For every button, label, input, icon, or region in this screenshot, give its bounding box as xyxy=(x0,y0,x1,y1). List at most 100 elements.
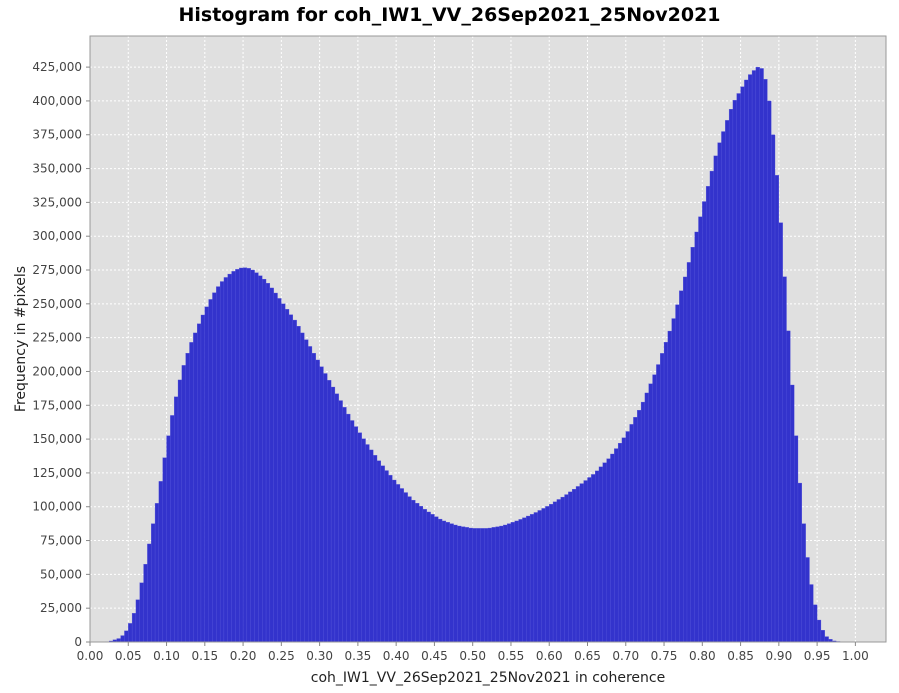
histogram-bar xyxy=(552,501,558,643)
histogram-bar xyxy=(392,479,397,643)
histogram-bar xyxy=(694,231,699,643)
histogram-bar xyxy=(196,323,202,643)
histogram-bar xyxy=(151,523,156,643)
histogram-bar xyxy=(541,508,546,643)
x-tick-label: 0.25 xyxy=(268,649,295,663)
histogram-bar xyxy=(633,417,638,643)
histogram-bar xyxy=(564,494,569,643)
histogram-bar xyxy=(369,449,374,643)
x-tick-label: 0.70 xyxy=(612,649,639,663)
histogram-bar xyxy=(292,319,297,643)
histogram-bar xyxy=(732,100,737,643)
x-tick-label: 0.80 xyxy=(689,649,716,663)
histogram-bar xyxy=(116,638,121,643)
histogram-bar xyxy=(162,457,167,643)
histogram-bar xyxy=(285,309,290,643)
histogram-bar xyxy=(522,517,527,643)
histogram-bar xyxy=(315,359,320,643)
y-tick-label: 225,000 xyxy=(32,331,82,345)
histogram-bar xyxy=(506,523,512,643)
histogram-bar xyxy=(491,527,496,643)
x-tick-label: 0.35 xyxy=(345,649,372,663)
histogram-bar xyxy=(805,557,810,643)
y-tick-label: 200,000 xyxy=(32,364,82,378)
histogram-bar xyxy=(177,379,183,643)
x-tick-label: 0.05 xyxy=(115,649,142,663)
histogram-bar xyxy=(510,522,515,643)
histogram-bar xyxy=(472,528,477,643)
x-tick-label: 0.00 xyxy=(77,649,104,663)
histogram-bar xyxy=(120,635,125,643)
histogram-bar xyxy=(587,477,592,643)
axes: 0 25,000 50,000 75,000 100,000 125,000 150,000… xyxy=(32,60,868,663)
histogram-bar xyxy=(200,314,205,643)
histogram-bar xyxy=(468,527,473,643)
histogram-bar xyxy=(426,511,431,643)
histogram-bar xyxy=(461,526,466,643)
histogram-bar xyxy=(388,475,393,643)
histogram-bar xyxy=(342,407,347,643)
y-tick-label: 0 xyxy=(74,635,82,649)
y-tick-label: 325,000 xyxy=(32,195,82,209)
plot-border xyxy=(89,35,887,643)
histogram-bar xyxy=(323,373,328,643)
histogram-bar xyxy=(434,516,439,643)
histogram-bar xyxy=(518,519,523,643)
y-tick-label: 350,000 xyxy=(32,162,82,176)
histogram-bar xyxy=(327,380,332,643)
histogram-bar xyxy=(170,415,175,643)
histogram-bar xyxy=(751,70,757,643)
histogram-bar xyxy=(487,527,492,643)
histogram-bar xyxy=(307,346,313,643)
histogram-bar xyxy=(208,299,213,643)
histogram-bar xyxy=(671,318,676,643)
histogram-bar xyxy=(583,480,588,643)
histogram-bar xyxy=(239,267,244,643)
y-tick-label: 400,000 xyxy=(32,94,82,108)
y-tick-label: 75,000 xyxy=(40,534,82,548)
histogram-bar xyxy=(353,426,359,643)
histogram-bar xyxy=(223,277,228,643)
histogram-bar xyxy=(330,386,336,643)
histogram-bar xyxy=(269,287,274,643)
histogram-bar xyxy=(480,528,485,643)
histogram-bar xyxy=(407,496,412,643)
histogram-bar xyxy=(813,604,818,643)
histogram-bar xyxy=(357,432,362,643)
histogram-bar xyxy=(545,506,550,643)
x-tick-label: 0.50 xyxy=(459,649,486,663)
histogram-bar xyxy=(602,462,607,643)
histogram-bar xyxy=(124,630,129,643)
histogram-bar xyxy=(361,438,366,643)
histogram-bar xyxy=(154,503,160,643)
histogram-bar xyxy=(441,520,447,643)
histogram-bar xyxy=(204,306,209,643)
histogram-bar xyxy=(131,613,137,643)
histogram-bar xyxy=(304,339,309,643)
histogram-bar xyxy=(637,410,642,643)
histogram-bar xyxy=(625,431,630,643)
histogram-bar xyxy=(629,424,634,643)
histogram-bar xyxy=(380,465,385,643)
histogram-bar xyxy=(660,353,665,643)
histogram-bar xyxy=(376,460,381,643)
histogram-bar xyxy=(384,470,389,643)
histogram-bar xyxy=(648,383,653,643)
x-tick-label: 0.15 xyxy=(191,649,218,663)
y-tick-label: 250,000 xyxy=(32,297,82,311)
x-tick-label: 0.55 xyxy=(498,649,525,663)
histogram-bar xyxy=(721,131,726,643)
y-tick-label: 275,000 xyxy=(32,263,82,277)
histogram-bar xyxy=(621,437,626,643)
histogram-bar xyxy=(438,518,443,643)
histogram-bars xyxy=(89,66,856,643)
x-tick-label: 1.00 xyxy=(842,649,869,663)
histogram-bar xyxy=(736,93,741,643)
histogram-bar xyxy=(782,276,787,643)
histogram-bar xyxy=(771,134,776,643)
histogram-bar xyxy=(614,448,619,643)
histogram-bar xyxy=(526,515,531,643)
histogram-bar xyxy=(449,523,454,643)
histogram-bar xyxy=(422,509,427,643)
histogram-bar xyxy=(575,486,581,643)
